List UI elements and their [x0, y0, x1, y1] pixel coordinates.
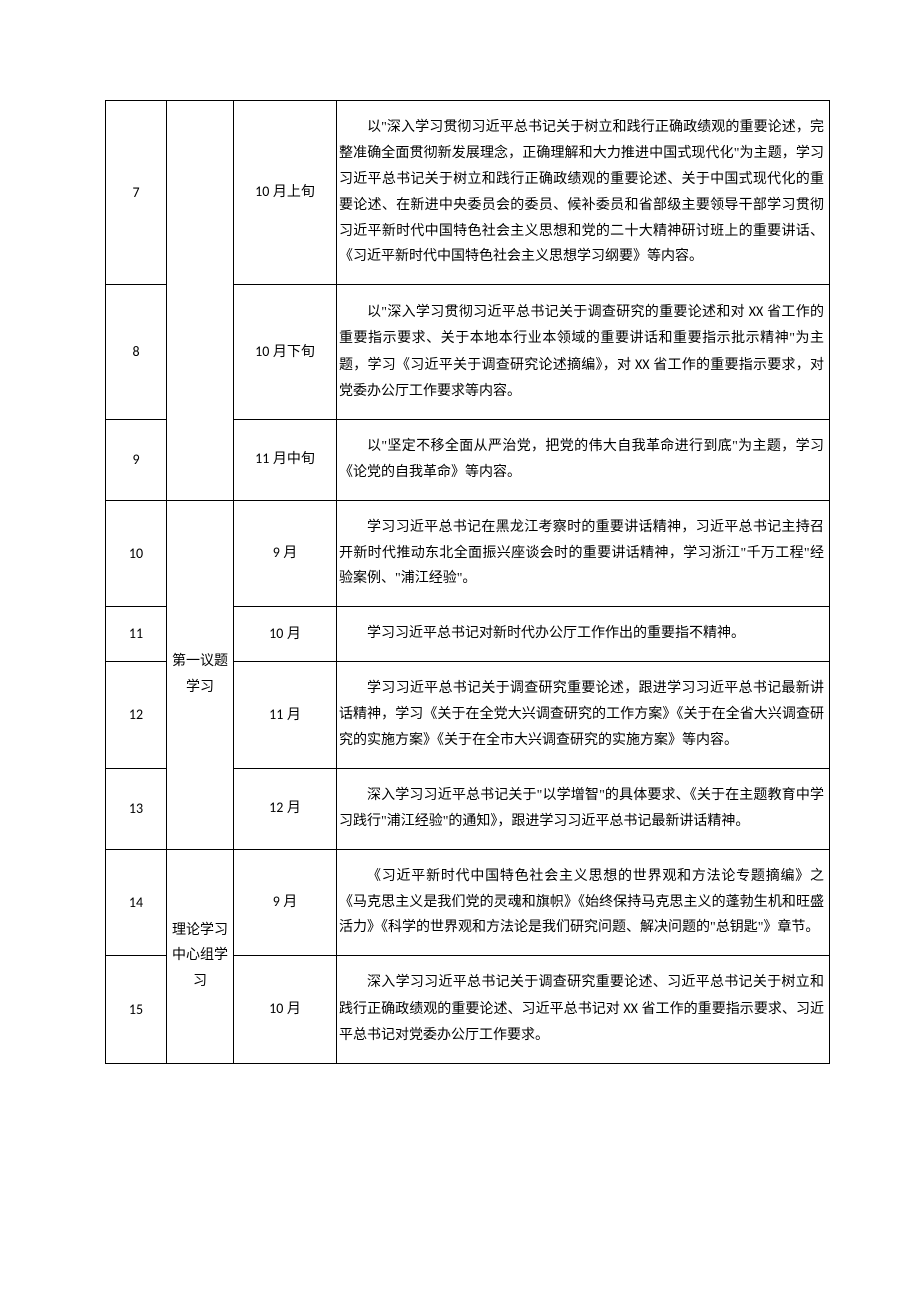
content-cell: 深入学习习近平总书记关于调查研究重要论述、习近平总书记关于树立和践行正确政绩观的…	[337, 956, 830, 1064]
row-number: 8	[106, 285, 167, 420]
content-cell: 以"坚定不移全面从严治党，把党的伟大自我革命进行到底"为主题，学习《论党的自我革…	[337, 419, 830, 500]
study-plan-table: 7 10 月上旬 以"深入学习贯彻习近平总书记关于树立和践行正确政绩观的重要论述…	[105, 100, 830, 1064]
time-cell: 10 月下旬	[234, 285, 337, 420]
category-cell: 理论学习中心组学习	[167, 849, 234, 1063]
row-number: 11	[106, 607, 167, 662]
time-cell: 10 月	[234, 956, 337, 1064]
content-cell: 以"深入学习贯彻习近平总书记关于调查研究的重要论述和对 XX 省工作的重要指示要…	[337, 285, 830, 420]
row-number: 12	[106, 662, 167, 769]
category-cell: 第一议题学习	[167, 500, 234, 849]
row-number: 15	[106, 956, 167, 1064]
row-number: 10	[106, 500, 167, 607]
content-cell: 学习习近平总书记关于调查研究重要论述，跟进学习习近平总书记最新讲话精神，学习《关…	[337, 662, 830, 769]
content-cell: 深入学习习近平总书记关于"以学增智"的具体要求、《关于在主题教育中学习践行"浦江…	[337, 768, 830, 849]
time-cell: 10 月	[234, 607, 337, 662]
content-cell: 学习习近平总书记对新时代办公厅工作作出的重要指不精神。	[337, 607, 830, 662]
content-cell: 以"深入学习贯彻习近平总书记关于树立和践行正确政绩观的重要论述，完整准确全面贯彻…	[337, 101, 830, 285]
time-cell: 11 月中旬	[234, 419, 337, 500]
time-cell: 9 月	[234, 849, 337, 956]
content-cell: 学习习近平总书记在黑龙江考察时的重要讲话精神，习近平总书记主持召开新时代推动东北…	[337, 500, 830, 607]
row-number: 9	[106, 419, 167, 500]
table-row: 10 第一议题学习 9 月 学习习近平总书记在黑龙江考察时的重要讲话精神，习近平…	[106, 500, 830, 607]
row-number: 13	[106, 768, 167, 849]
row-number: 7	[106, 101, 167, 285]
table-row: 14 理论学习中心组学习 9 月 《习近平新时代中国特色社会主义思想的世界观和方…	[106, 849, 830, 956]
table-row: 7 10 月上旬 以"深入学习贯彻习近平总书记关于树立和践行正确政绩观的重要论述…	[106, 101, 830, 285]
time-cell: 9 月	[234, 500, 337, 607]
category-cell-blank	[167, 101, 234, 501]
time-cell: 12 月	[234, 768, 337, 849]
time-cell: 11 月	[234, 662, 337, 769]
time-cell: 10 月上旬	[234, 101, 337, 285]
content-cell: 《习近平新时代中国特色社会主义思想的世界观和方法论专题摘编》之《马克思主义是我们…	[337, 849, 830, 956]
row-number: 14	[106, 849, 167, 956]
